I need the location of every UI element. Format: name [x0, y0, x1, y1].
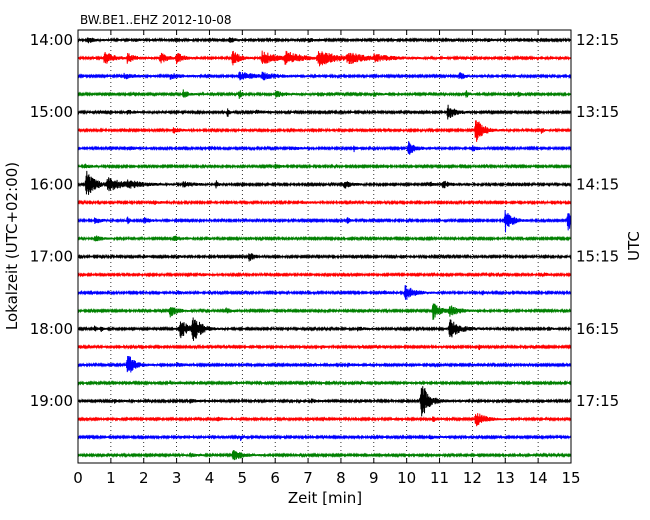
x-tick-label: 15 [561, 469, 580, 487]
y-axis-label-right: UTC [625, 231, 643, 261]
trace-line [77, 163, 572, 170]
y-tick-label-left: 14:00 [30, 31, 73, 49]
trace-line [77, 380, 572, 386]
trace-line [77, 71, 572, 81]
x-tick-label: 4 [205, 469, 215, 487]
trace-line [77, 89, 572, 99]
trace-line [77, 120, 572, 142]
x-tick-label: 8 [336, 469, 346, 487]
y-tick-label-right: 14:15 [576, 175, 619, 193]
trace-line [77, 285, 572, 300]
y-tick-label-right: 12:15 [576, 31, 619, 49]
x-tick-label: 6 [270, 469, 280, 487]
trace-line [77, 199, 572, 206]
x-tick-label: 12 [463, 469, 482, 487]
plot-frame [77, 29, 572, 464]
trace-line [77, 37, 572, 44]
trace-line [77, 170, 572, 195]
x-tick-label: 13 [496, 469, 515, 487]
y-tick-label-right: 16:15 [576, 320, 619, 338]
trace-line [77, 141, 572, 155]
trace-line [77, 50, 572, 67]
y-tick-label-left: 18:00 [30, 320, 73, 338]
trace-line [77, 413, 572, 427]
trace-line [77, 355, 572, 373]
x-tick-label: 10 [397, 469, 416, 487]
x-tick-label: 7 [303, 469, 313, 487]
seismogram-traces [77, 37, 572, 461]
chart-title: BW.BE1..EHZ 2012-10-08 [80, 13, 232, 27]
trace-line [77, 450, 572, 461]
y-axis-label-left: Lokalzeit (UTC+02:00) [3, 162, 21, 330]
x-tick-label: 11 [430, 469, 449, 487]
x-tick-label: 3 [172, 469, 182, 487]
x-axis-label: Zeit [min] [288, 489, 362, 507]
trace-line [77, 343, 572, 351]
trace-line [77, 303, 572, 320]
y-tick-label-right: 13:15 [576, 103, 619, 121]
trace-line [77, 271, 572, 278]
y-tick-label-right: 15:15 [576, 248, 619, 266]
x-tick-label: 1 [106, 469, 116, 487]
tick-marks [77, 30, 572, 463]
trace-line [77, 253, 572, 262]
y-tick-label-left: 16:00 [30, 175, 73, 193]
y-tick-label-right: 17:15 [576, 392, 619, 410]
trace-line [77, 104, 572, 120]
trace-line [77, 210, 572, 233]
trace-line [77, 235, 572, 242]
trace-line [77, 317, 572, 341]
x-tick-label: 5 [238, 469, 248, 487]
trace-line [77, 386, 572, 417]
grid [110, 30, 539, 463]
trace-line [77, 434, 572, 442]
x-tick-label: 2 [139, 469, 149, 487]
y-tick-label-left: 15:00 [30, 103, 73, 121]
x-tick-label: 14 [529, 469, 548, 487]
x-tick-label: 9 [369, 469, 379, 487]
y-tick-label-left: 19:00 [30, 392, 73, 410]
x-tick-label: 0 [73, 469, 83, 487]
y-tick-label-left: 17:00 [30, 248, 73, 266]
